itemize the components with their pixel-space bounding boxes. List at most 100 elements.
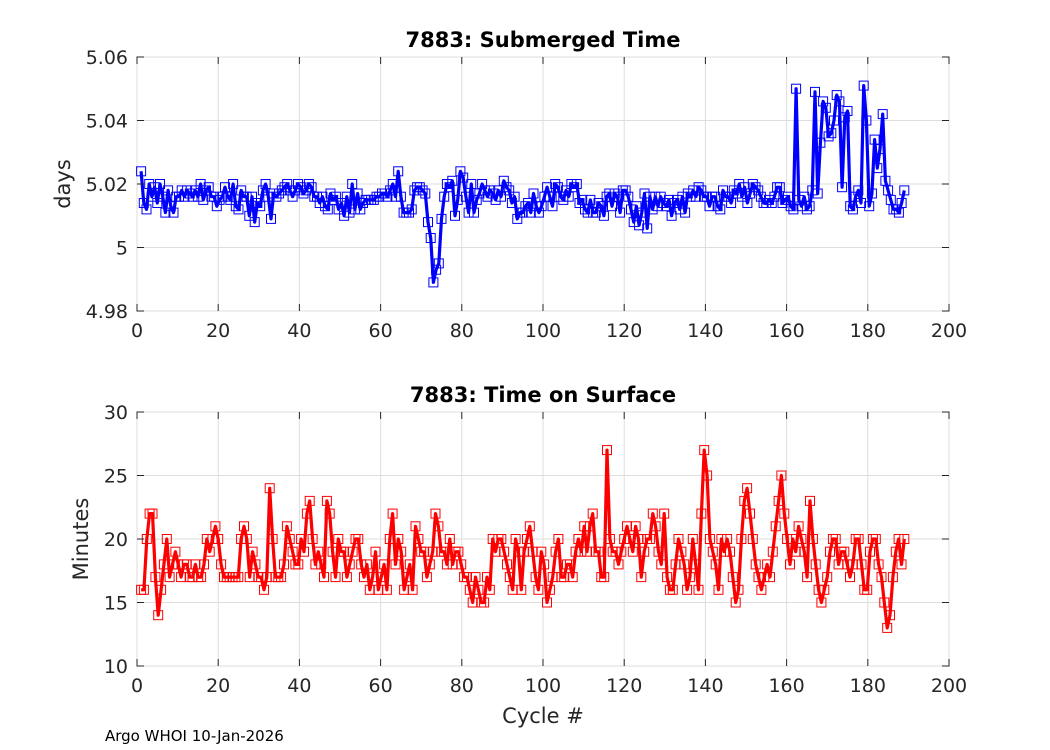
data-point-marker xyxy=(682,584,693,595)
x-tick-label: 120 xyxy=(606,675,642,697)
data-point-marker xyxy=(284,185,295,196)
data-point-marker xyxy=(555,191,566,202)
data-point-marker xyxy=(463,207,474,218)
data-point-marker xyxy=(896,198,907,208)
data-point-marker xyxy=(436,213,447,224)
data-point-marker xyxy=(650,521,661,532)
data-point-marker xyxy=(409,185,420,196)
data-point-marker xyxy=(796,534,807,544)
data-point-marker xyxy=(561,185,571,196)
data-point-marker xyxy=(167,559,178,570)
data-point-marker xyxy=(596,201,607,212)
data-point-marker xyxy=(776,470,787,481)
data-point-marker xyxy=(602,445,612,456)
data-point-marker xyxy=(716,534,727,544)
data-point-marker xyxy=(623,191,634,202)
data-point-marker xyxy=(610,546,621,557)
data-point-marker xyxy=(279,559,289,570)
data-point-marker xyxy=(882,622,893,633)
data-point-marker xyxy=(381,584,392,595)
data-point-marker xyxy=(316,559,327,570)
data-point-marker xyxy=(604,188,615,199)
data-point-marker xyxy=(165,201,176,212)
data-point-marker xyxy=(247,191,257,202)
series-polyline xyxy=(141,448,906,630)
data-point-marker xyxy=(644,191,655,202)
x-tick-label: 180 xyxy=(850,320,886,342)
data-point-marker xyxy=(252,198,263,208)
data-point-marker xyxy=(176,185,187,196)
y-tick-label: 5.06 xyxy=(86,47,128,69)
data-point-marker xyxy=(839,546,850,557)
data-point-marker xyxy=(482,191,493,202)
data-point-marker xyxy=(753,572,764,583)
data-point-marker xyxy=(281,521,292,532)
data-point-marker xyxy=(858,80,869,91)
data-point-marker xyxy=(312,191,322,202)
data-point-marker xyxy=(690,559,701,570)
data-point-marker xyxy=(679,559,690,570)
data-point-marker xyxy=(693,182,704,193)
x-tick-label: 180 xyxy=(850,675,886,697)
data-point-marker xyxy=(382,191,393,202)
x-tick-labels: 0 20 40 60 80 100 120 140 160 180 200 xyxy=(131,57,967,342)
data-point-marker xyxy=(861,115,872,126)
data-point-marker xyxy=(791,83,802,94)
x-tick-label: 80 xyxy=(450,675,474,697)
series-line xyxy=(136,80,910,288)
data-point-marker xyxy=(501,182,512,193)
data-point-marker xyxy=(201,534,212,544)
data-point-marker xyxy=(477,179,488,189)
data-point-marker xyxy=(831,90,842,101)
data-point-marker xyxy=(424,559,435,570)
data-point-marker xyxy=(536,546,547,557)
data-point-marker xyxy=(722,534,733,544)
data-point-marker xyxy=(170,546,181,557)
data-point-marker xyxy=(755,191,766,202)
data-point-marker xyxy=(233,572,244,583)
data-point-marker xyxy=(241,534,252,544)
data-point-marker xyxy=(636,207,647,218)
data-point-marker xyxy=(780,194,791,205)
x-tick-label: 140 xyxy=(687,320,723,342)
data-point-marker xyxy=(199,559,209,570)
data-point-marker xyxy=(430,508,441,519)
data-point-marker xyxy=(770,521,781,532)
data-point-marker xyxy=(393,534,404,544)
data-point-marker xyxy=(196,572,207,583)
data-point-marker xyxy=(853,534,864,544)
data-point-marker xyxy=(764,194,774,205)
data-point-marker xyxy=(879,597,890,608)
data-point-marker xyxy=(347,179,358,189)
data-point-marker xyxy=(662,572,673,583)
data-point-marker xyxy=(284,534,295,544)
data-point-marker xyxy=(785,559,795,570)
data-point-marker xyxy=(550,546,561,557)
x-tick-label: 200 xyxy=(931,320,967,342)
data-point-marker xyxy=(376,572,387,583)
data-point-marker xyxy=(837,182,848,193)
data-point-marker xyxy=(696,185,707,196)
data-point-marker xyxy=(230,201,241,212)
data-point-marker xyxy=(396,546,407,557)
data-point-marker xyxy=(725,546,735,557)
data-point-marker xyxy=(358,198,368,208)
data-point-marker xyxy=(856,559,867,570)
data-point-marker xyxy=(636,572,647,583)
data-point-marker xyxy=(250,559,261,570)
data-point-marker xyxy=(417,185,428,196)
data-point-marker xyxy=(580,204,590,215)
data-point-marker xyxy=(684,572,695,583)
data-point-marker xyxy=(347,546,358,557)
data-point-marker xyxy=(707,546,718,557)
data-point-marker xyxy=(750,559,761,570)
data-point-marker xyxy=(520,201,531,212)
data-point-marker xyxy=(410,521,421,532)
data-point-marker xyxy=(782,534,793,544)
data-point-marker xyxy=(685,191,696,202)
data-point-marker xyxy=(374,191,385,202)
data-point-marker xyxy=(241,191,252,202)
data-point-marker xyxy=(733,584,744,595)
data-point-marker xyxy=(444,182,455,193)
data-point-marker xyxy=(747,534,758,544)
